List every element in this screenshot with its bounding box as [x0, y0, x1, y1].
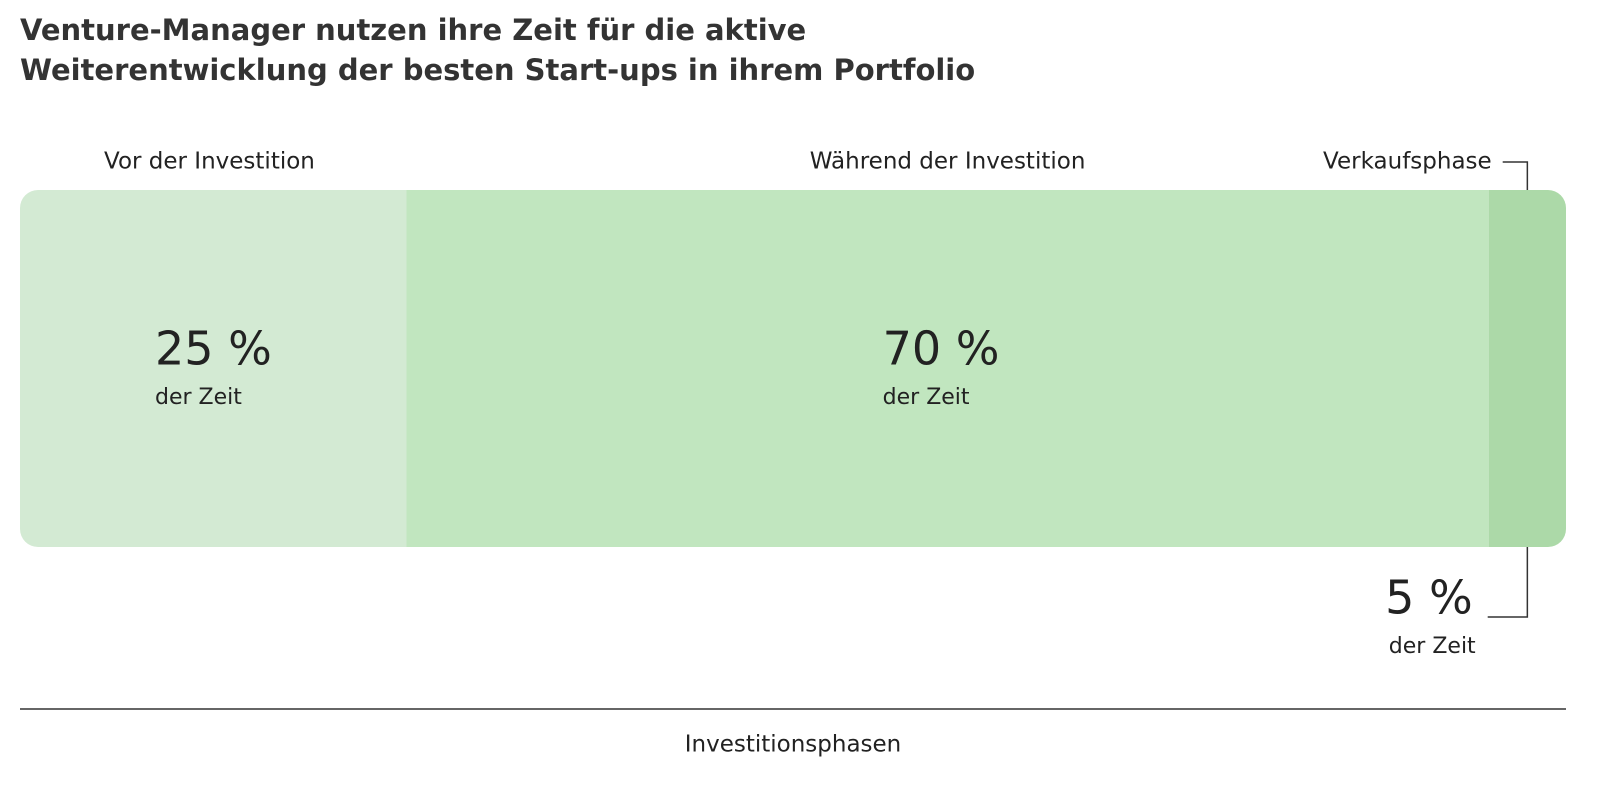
- value-label: 25 %: [155, 322, 272, 376]
- unit-label: der Zeit: [1389, 634, 1476, 659]
- x-axis-label: Investitionsphasen: [685, 732, 902, 758]
- legend-label: Vor der Investition: [104, 149, 315, 175]
- unit-label: der Zeit: [155, 385, 242, 410]
- bar-segment: [406, 190, 1489, 547]
- bracket: [1502, 161, 1529, 190]
- legend-label: Verkaufsphase: [1323, 149, 1492, 175]
- legend-label: Während der Investition: [810, 149, 1086, 175]
- chart-title: Venture-Manager nutzen ihre Zeit für die…: [20, 13, 806, 47]
- unit-label: der Zeit: [883, 385, 970, 410]
- value-label: 70 %: [883, 322, 1000, 376]
- bracket: [1487, 547, 1529, 618]
- value-label: 5 %: [1385, 571, 1473, 625]
- chart-title: Weiterentwicklung der besten Start-ups i…: [20, 53, 975, 87]
- bar-segment: [20, 190, 407, 547]
- bar-group: [20, 190, 1566, 547]
- bar-segment: [1488, 190, 1566, 547]
